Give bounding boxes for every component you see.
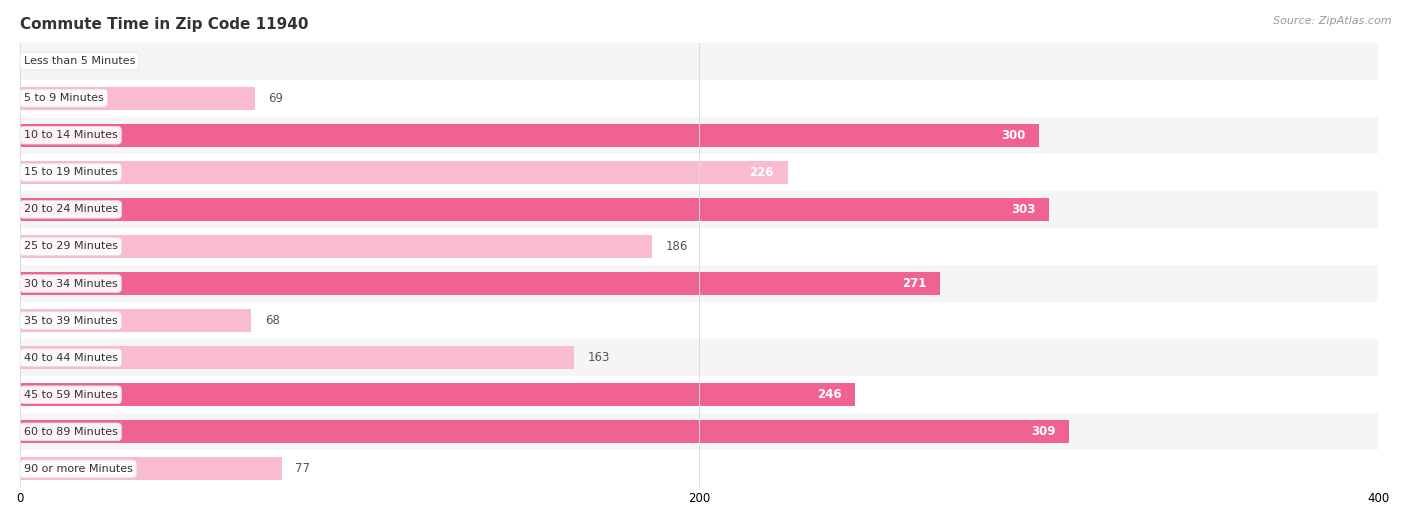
- Text: 69: 69: [269, 92, 283, 105]
- Text: 163: 163: [588, 351, 610, 364]
- Bar: [20, 198, 1049, 221]
- Text: 90 or more Minutes: 90 or more Minutes: [24, 464, 132, 474]
- Bar: [20, 265, 1378, 302]
- Text: 15 to 19 Minutes: 15 to 19 Minutes: [24, 168, 118, 177]
- Bar: [20, 420, 1070, 443]
- Text: 10 to 14 Minutes: 10 to 14 Minutes: [24, 130, 118, 140]
- Bar: [20, 235, 652, 258]
- Bar: [20, 124, 1039, 147]
- Bar: [20, 43, 1378, 80]
- Text: 186: 186: [665, 240, 688, 253]
- Bar: [20, 383, 855, 406]
- Bar: [20, 87, 254, 110]
- Bar: [20, 450, 1378, 488]
- Text: Source: ZipAtlas.com: Source: ZipAtlas.com: [1274, 16, 1392, 26]
- Bar: [20, 154, 1378, 191]
- Bar: [20, 309, 252, 332]
- Bar: [20, 346, 574, 369]
- Text: 20 to 24 Minutes: 20 to 24 Minutes: [24, 205, 118, 215]
- Text: 0: 0: [34, 55, 41, 67]
- Text: 60 to 89 Minutes: 60 to 89 Minutes: [24, 427, 118, 437]
- Text: 77: 77: [295, 462, 311, 476]
- Bar: [20, 80, 1378, 117]
- Text: 309: 309: [1031, 425, 1056, 438]
- Bar: [20, 413, 1378, 450]
- Text: 25 to 29 Minutes: 25 to 29 Minutes: [24, 242, 118, 252]
- Bar: [20, 457, 281, 480]
- Text: 246: 246: [817, 388, 842, 401]
- Text: 40 to 44 Minutes: 40 to 44 Minutes: [24, 353, 118, 363]
- Bar: [20, 191, 1378, 228]
- Text: Less than 5 Minutes: Less than 5 Minutes: [24, 56, 135, 66]
- Bar: [20, 376, 1378, 413]
- Text: 68: 68: [264, 314, 280, 327]
- Bar: [20, 228, 1378, 265]
- Text: 300: 300: [1001, 129, 1025, 142]
- Text: 35 to 39 Minutes: 35 to 39 Minutes: [24, 316, 118, 326]
- Text: 30 to 34 Minutes: 30 to 34 Minutes: [24, 279, 118, 289]
- Bar: [20, 272, 941, 295]
- Bar: [20, 117, 1378, 154]
- Bar: [20, 339, 1378, 376]
- Bar: [20, 161, 787, 184]
- Text: 226: 226: [749, 166, 773, 179]
- Text: 45 to 59 Minutes: 45 to 59 Minutes: [24, 390, 118, 400]
- Text: Commute Time in Zip Code 11940: Commute Time in Zip Code 11940: [20, 17, 309, 32]
- Text: 271: 271: [903, 277, 927, 290]
- Text: 303: 303: [1011, 203, 1035, 216]
- Bar: [20, 302, 1378, 339]
- Text: 5 to 9 Minutes: 5 to 9 Minutes: [24, 93, 104, 103]
